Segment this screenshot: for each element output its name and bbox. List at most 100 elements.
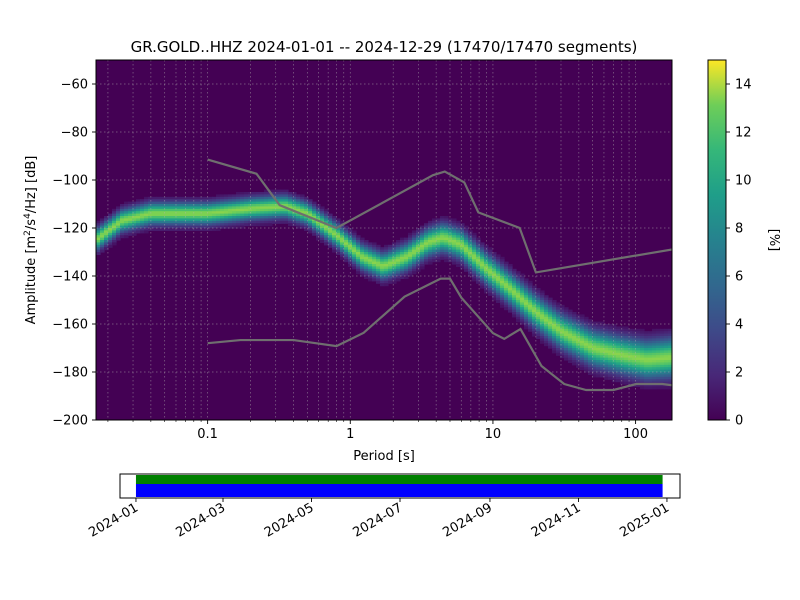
- heatmap-cell: [272, 208, 277, 212]
- heatmap-cell: [104, 232, 109, 236]
- heatmap-cell: [640, 355, 645, 359]
- heatmap-cell: [160, 223, 165, 227]
- heatmap-cell: [200, 206, 205, 210]
- heatmap-cell: [308, 223, 313, 227]
- heatmap-cell: [384, 252, 389, 255]
- heatmap-cell: [336, 235, 341, 239]
- heatmap-cell: [668, 364, 672, 368]
- heatmap-cell: [624, 357, 629, 361]
- heatmap-cell: [356, 264, 361, 267]
- heatmap-cell: [108, 242, 113, 246]
- heatmap-cell: [400, 247, 405, 251]
- heatmap-cell: [228, 211, 233, 215]
- heatmap-cell: [204, 199, 209, 203]
- heatmap-cell: [392, 261, 397, 265]
- heatmap-cell: [548, 343, 553, 347]
- heatmap-cell: [368, 247, 373, 251]
- heatmap-cell: [456, 225, 461, 229]
- heatmap-cell: [448, 232, 453, 236]
- heatmap-cell: [656, 350, 661, 354]
- heatmap-cell: [152, 208, 157, 212]
- heatmap-cell: [604, 360, 609, 363]
- heatmap-cell: [660, 379, 665, 383]
- heatmap-cell: [176, 223, 181, 227]
- heatmap-cell: [472, 264, 477, 267]
- heatmap-cell: [512, 290, 517, 294]
- heatmap-cell: [536, 333, 541, 337]
- heatmap-cell: [372, 254, 377, 258]
- heatmap-cell: [604, 348, 609, 351]
- heatmap-cell: [504, 292, 509, 296]
- heatmap-cell: [532, 316, 537, 320]
- heatmap-cell: [660, 338, 665, 342]
- heatmap-cell: [596, 328, 601, 332]
- heatmap-cell: [452, 242, 457, 246]
- heatmap-cell: [380, 249, 385, 253]
- heatmap-cell: [556, 307, 561, 311]
- heatmap-cell: [256, 216, 261, 219]
- colorbar-label: [%]: [766, 229, 781, 252]
- heatmap-cell: [204, 196, 209, 200]
- heatmap-cell: [236, 223, 241, 227]
- heatmap-cell: [284, 204, 289, 207]
- heatmap-cell: [284, 194, 289, 198]
- heatmap-cell: [364, 276, 369, 279]
- heatmap-cell: [424, 223, 429, 227]
- heatmap-cell: [628, 345, 633, 349]
- heatmap-cell: [284, 201, 289, 205]
- heatmap-cell: [488, 259, 493, 263]
- heatmap-cell: [264, 201, 269, 205]
- heatmap-cell: [240, 225, 245, 229]
- heatmap-cell: [608, 374, 613, 378]
- heatmap-cell: [100, 249, 105, 253]
- heatmap-cell: [152, 220, 157, 224]
- heatmap-cell: [216, 220, 221, 224]
- heatmap-cell: [620, 338, 625, 342]
- heatmap-cell: [168, 213, 173, 217]
- heatmap-cell: [252, 218, 257, 222]
- heatmap-cell: [608, 333, 613, 337]
- heatmap-cell: [452, 225, 457, 229]
- heatmap-cell: [228, 204, 233, 207]
- heatmap-cell: [204, 201, 209, 205]
- heatmap-cell: [132, 225, 137, 229]
- heatmap-cell: [296, 213, 301, 217]
- heatmap-cell: [432, 232, 437, 236]
- heatmap-cell: [576, 350, 581, 354]
- heatmap-cell: [420, 235, 425, 239]
- heatmap-cell: [508, 276, 513, 279]
- heatmap-cell: [128, 206, 133, 210]
- heatmap-cell: [516, 271, 521, 275]
- heatmap-cell: [660, 362, 665, 366]
- heatmap-cell: [320, 237, 325, 241]
- heatmap-cell: [544, 321, 549, 325]
- heatmap-cell: [500, 304, 505, 308]
- heatmap-cell: [556, 319, 561, 323]
- heatmap-cell: [152, 228, 157, 231]
- heatmap-cell: [108, 228, 113, 231]
- heatmap-cell: [336, 249, 341, 253]
- heatmap-cell: [384, 266, 389, 270]
- heatmap-cell: [624, 364, 629, 368]
- heatmap-cell: [528, 295, 533, 299]
- heatmap-cell: [652, 379, 657, 383]
- heatmap-cell: [476, 271, 481, 275]
- heatmap-cell: [364, 256, 369, 260]
- heatmap-cell: [536, 331, 541, 335]
- heatmap-cell: [148, 204, 153, 207]
- heatmap-cell: [460, 254, 465, 258]
- heatmap-cell: [624, 367, 629, 371]
- heatmap-cell: [132, 213, 137, 217]
- heatmap-cell: [500, 288, 505, 291]
- heatmap-cell: [404, 249, 409, 253]
- heatmap-cell: [484, 268, 489, 272]
- heatmap-cell: [460, 240, 465, 243]
- heatmap-cell: [596, 348, 601, 351]
- heatmap-cell: [644, 376, 649, 380]
- heatmap-cell: [652, 343, 657, 347]
- heatmap-cell: [432, 256, 437, 260]
- heatmap-cell: [556, 345, 561, 349]
- heatmap-cell: [272, 213, 277, 217]
- heatmap-cell: [616, 352, 621, 356]
- heatmap-cell: [536, 328, 541, 332]
